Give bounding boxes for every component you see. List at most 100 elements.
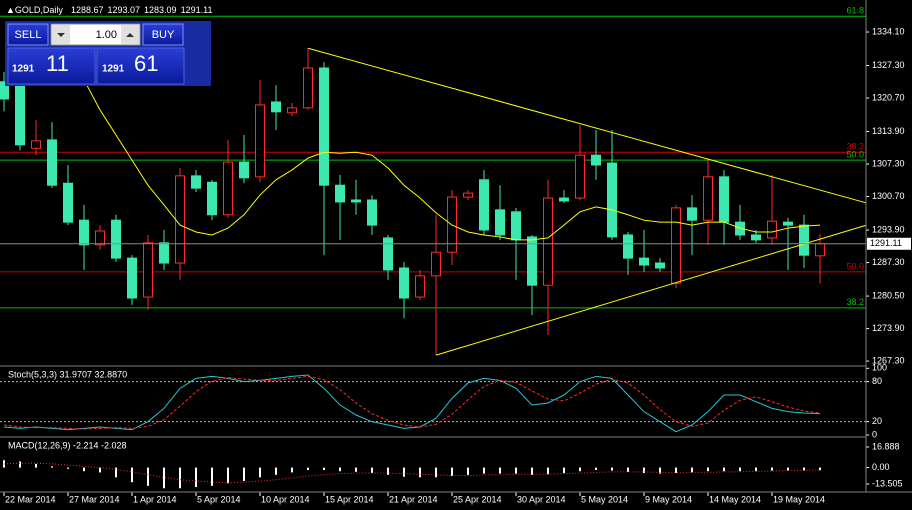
ask-box[interactable] [96, 47, 185, 85]
macd-bar [467, 467, 469, 475]
macd-bar [179, 467, 181, 489]
candle-body [47, 139, 57, 186]
header-high: 1293.07 [107, 5, 140, 15]
candle-body [111, 219, 121, 259]
candle-body [815, 243, 825, 257]
fib-level-label: 38.2 [846, 142, 864, 152]
macd-bar [131, 467, 133, 483]
lot-value: 1.00 [96, 29, 117, 41]
candle-body [0, 81, 9, 100]
candle-body [15, 84, 25, 146]
macd-bar [563, 467, 565, 474]
indicator-title: Stoch(5,3,3) 31.9707 32.8870 [8, 369, 127, 379]
candle-body [559, 197, 569, 202]
x-tick-label: 25 Apr 2014 [453, 494, 502, 504]
symbol: GOLD,Daily [15, 5, 64, 15]
macd-bar [51, 466, 53, 468]
candle-body [463, 192, 473, 198]
macd-bar [739, 467, 741, 472]
buy-button[interactable] [142, 23, 184, 46]
y-tick-label: 100 [872, 363, 887, 373]
macd-bar [419, 467, 421, 478]
candle-body [511, 211, 521, 241]
y-tick-label: 0.00 [872, 462, 890, 472]
macd-bar [483, 467, 485, 474]
macd-bar [211, 467, 213, 486]
candle-body [495, 209, 505, 236]
macd-bar [307, 467, 309, 470]
candle-body [159, 242, 169, 264]
candle-body [399, 267, 409, 299]
macd-bar [531, 467, 533, 475]
y-tick-label: -13.505 [872, 478, 903, 488]
indicator-line [3, 375, 821, 430]
candle-body [79, 219, 89, 246]
macd-bar [643, 467, 645, 474]
candle-body [655, 262, 665, 269]
macd-bar [611, 467, 613, 471]
y-tick-label: 1320.70 [872, 92, 905, 102]
macd-bar [163, 467, 165, 489]
macd-bar [243, 467, 245, 481]
bid-box[interactable] [7, 47, 96, 85]
candle-body [271, 101, 281, 113]
lot-input[interactable] [50, 23, 141, 46]
indicator-title: MACD(12,26,9) -2.214 -2.028 [8, 440, 127, 450]
x-tick-label: 9 May 2014 [645, 494, 692, 504]
macd-bar [723, 467, 725, 472]
sell-button[interactable] [7, 23, 49, 46]
candle-body [415, 275, 425, 298]
macd-bar [627, 467, 629, 472]
macd-bar [787, 467, 789, 471]
y-tick-label: 1280.50 [872, 290, 905, 300]
y-tick-label: 1287.30 [872, 257, 905, 267]
x-tick-label: 22 Mar 2014 [5, 494, 56, 504]
candle-body [671, 207, 681, 284]
candle-body [783, 221, 793, 226]
trendline [307, 47, 867, 204]
candle-body [751, 234, 761, 241]
y-tick-label: 0 [872, 429, 877, 439]
candle-body [287, 107, 297, 114]
candle-body [319, 67, 329, 186]
trade-panel: SELL 1.00 BUY 1291 11 1291 61 [5, 21, 211, 86]
candle-body [703, 176, 713, 221]
macd-bar [99, 467, 101, 473]
y-tick-label: 1307.30 [872, 158, 905, 168]
candle-body [767, 220, 777, 239]
macd-bar [771, 467, 773, 471]
candle-body [223, 161, 233, 216]
candle-body [95, 230, 105, 246]
macd-bar [355, 467, 357, 472]
candle-body [431, 251, 441, 277]
macd-bar [371, 467, 373, 474]
macd-bar [819, 467, 821, 471]
x-tick-label: 5 Apr 2014 [197, 494, 241, 504]
x-tick-label: 1 Apr 2014 [133, 494, 177, 504]
macd-signal [3, 462, 821, 484]
candle-body [591, 154, 601, 166]
candle-body [479, 179, 489, 231]
x-tick-label: 10 Apr 2014 [261, 494, 310, 504]
candle-body [367, 199, 377, 226]
candle-body [687, 207, 697, 221]
candle-body [335, 184, 345, 203]
chart-header: ▲GOLD,Daily 1288.67 1293.07 1283.09 1291.11 [6, 5, 212, 15]
header-low: 1283.09 [144, 5, 177, 15]
macd-bar [755, 467, 757, 472]
candle-body [351, 199, 361, 203]
trendline [435, 224, 867, 356]
macd-bar [115, 467, 117, 478]
candle-body [207, 181, 217, 216]
y-tick-label: 80 [872, 376, 882, 386]
macd-bar [323, 467, 325, 470]
indicator-line [3, 374, 821, 433]
macd-bar [435, 467, 437, 478]
y-tick-label: 1334.10 [872, 26, 905, 36]
spin-down-icon [57, 33, 65, 37]
y-tick-label: 16.888 [872, 441, 900, 451]
macd-bar [707, 467, 709, 472]
candle-body [127, 257, 137, 299]
